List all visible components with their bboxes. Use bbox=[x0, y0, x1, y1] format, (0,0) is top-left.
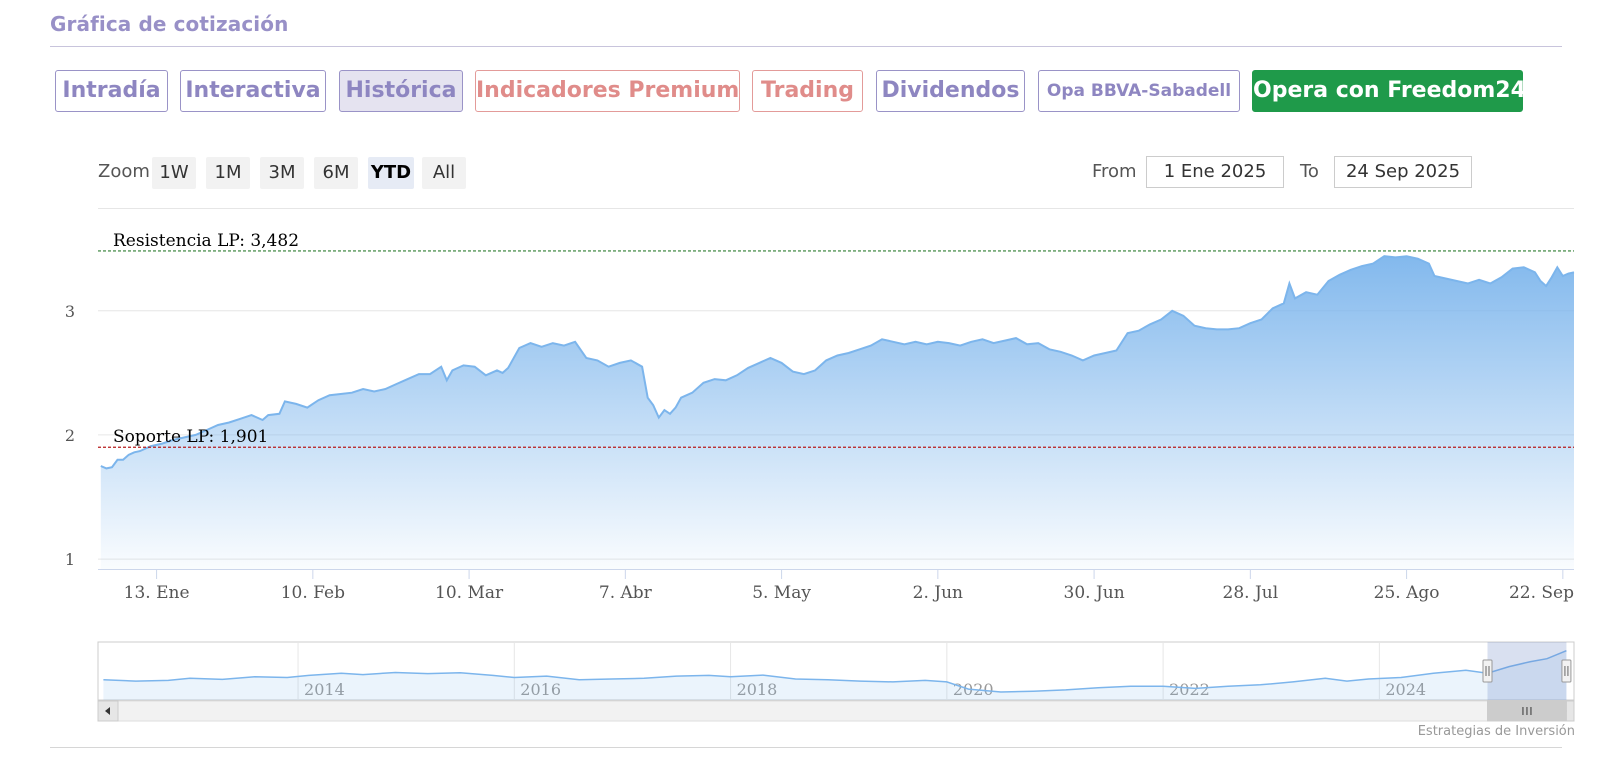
to-date-input[interactable]: 24 Sep 2025 bbox=[1334, 156, 1472, 188]
x-tick-label: 5. May bbox=[752, 583, 811, 603]
page-title: Gráfica de cotización bbox=[50, 12, 289, 36]
x-tick-label: 28. Jul bbox=[1223, 583, 1279, 603]
from-date-input[interactable]: 1 Ene 2025 bbox=[1146, 156, 1284, 188]
zoom-3m-button[interactable]: 3M bbox=[260, 157, 304, 189]
y-tick-label: 2 bbox=[65, 426, 75, 445]
freedom24-button[interactable]: Opera con Freedom24 bbox=[1252, 70, 1526, 112]
x-tick-label: 10. Feb bbox=[281, 583, 345, 603]
zoom-all-button[interactable]: All bbox=[422, 157, 466, 189]
y-tick-label: 3 bbox=[65, 302, 75, 321]
navigator-year-label: 2022 bbox=[1169, 680, 1210, 699]
navigator-year-label: 2016 bbox=[520, 680, 561, 699]
navigator-selection bbox=[1487, 642, 1567, 700]
scrollbar-track bbox=[97, 700, 1575, 722]
x-tick-label: 22. Sep bbox=[1509, 583, 1574, 603]
y-tick-label: 1 bbox=[65, 550, 75, 569]
bottom-divider bbox=[50, 747, 1562, 748]
tab-trading[interactable]: Trading bbox=[752, 70, 863, 112]
x-tick-label: 2. Jun bbox=[913, 583, 963, 603]
to-label: To bbox=[1300, 161, 1319, 182]
price-area bbox=[100, 256, 1574, 569]
arrow-right-icon bbox=[1562, 707, 1567, 715]
scroll-left-button[interactable] bbox=[97, 700, 119, 722]
x-tick-label: 30. Jun bbox=[1064, 583, 1125, 603]
zoom-1m-button[interactable]: 1M bbox=[206, 157, 250, 189]
navigator-line bbox=[103, 650, 1567, 693]
zoom-1w-button[interactable]: 1W bbox=[152, 157, 196, 189]
tab-indicadores-premium[interactable]: Indicadores Premium bbox=[475, 70, 740, 112]
arrow-left-icon bbox=[105, 707, 110, 715]
navigator-area bbox=[103, 650, 1567, 700]
zoom-label: Zoom bbox=[98, 161, 150, 182]
zoom-6m-button[interactable]: 6M bbox=[314, 157, 358, 189]
tab-historica[interactable]: Histórica bbox=[339, 70, 463, 112]
tab-opa-bbva-sabadell[interactable]: Opa BBVA-Sabadell bbox=[1038, 70, 1240, 112]
navigator-frame bbox=[97, 641, 1575, 701]
navigator-year-label: 2020 bbox=[953, 680, 994, 699]
credits-label: Estrategias de Inversión bbox=[1417, 724, 1575, 739]
x-tick-label: 13. Ene bbox=[124, 583, 190, 603]
navigator-year-label: 2018 bbox=[737, 680, 778, 699]
price-line bbox=[100, 255, 1575, 470]
x-tick-label: 25. Ago bbox=[1374, 583, 1440, 603]
navigator-right-handle[interactable] bbox=[1561, 659, 1572, 683]
title-divider bbox=[50, 46, 1562, 47]
from-label: From bbox=[1092, 161, 1137, 182]
navigator-year-label: 2024 bbox=[1385, 680, 1426, 699]
navigator-left-handle[interactable] bbox=[1482, 659, 1493, 683]
tab-dividendos[interactable]: Dividendos bbox=[876, 70, 1025, 112]
chart-top-divider bbox=[98, 208, 1574, 209]
zoom-ytd-button[interactable]: YTD bbox=[368, 157, 414, 189]
resistance-label: Resistencia LP: 3,482 bbox=[113, 231, 299, 251]
support-label: Soporte LP: 1,901 bbox=[113, 427, 268, 447]
navigator[interactable]: 2014 2016 2018 2020 2022 2024 bbox=[97, 641, 1575, 722]
tab-interactiva[interactable]: Interactiva bbox=[180, 70, 326, 112]
scroll-right-button[interactable] bbox=[1553, 700, 1575, 722]
x-tick-label: 10. Mar bbox=[435, 583, 504, 603]
tab-intradia[interactable]: Intradía bbox=[55, 70, 168, 112]
scrollbar-thumb[interactable] bbox=[1486, 700, 1567, 722]
x-tick-label: 7. Abr bbox=[599, 583, 653, 603]
navigator-year-label: 2014 bbox=[304, 680, 345, 699]
